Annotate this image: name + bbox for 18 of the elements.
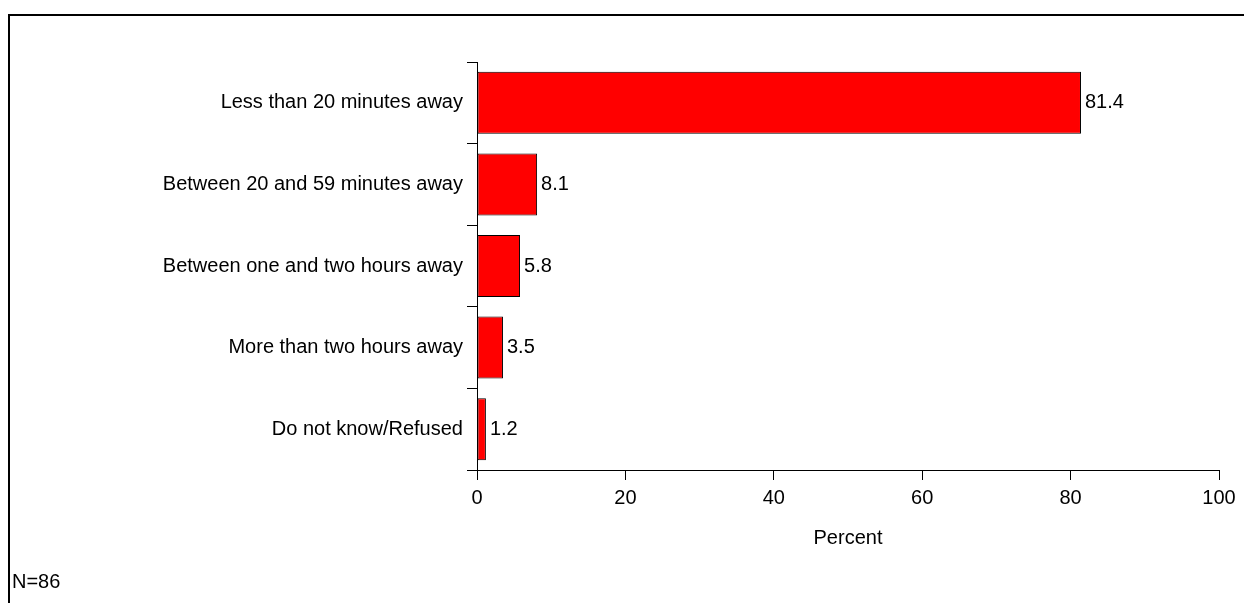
y-tick-label: Between one and two hours away [162, 253, 463, 276]
data-label: 3.5 [506, 335, 535, 358]
x-tick-label: 20 [614, 485, 637, 508]
y-tick-label: Between 20 and 59 minutes away [162, 171, 463, 194]
x-tick-label: 100 [1202, 485, 1236, 508]
text: N=86 [12, 570, 61, 592]
y-tick-label: Less than 20 minutes away [220, 90, 463, 113]
x-axis-title: Percent [813, 525, 883, 548]
x-tick-label: 0 [471, 485, 483, 508]
x-tick-label: 80 [1059, 485, 1082, 508]
y-tick-label: More than two hours away [228, 335, 463, 358]
x-tick-label: 40 [762, 485, 785, 508]
x-tick-label: 60 [911, 485, 934, 508]
data-label: 5.8 [524, 253, 552, 276]
data-label: 8.1 [541, 171, 569, 194]
data-label: 1.2 [489, 416, 518, 439]
data-label: 81.4 [1084, 90, 1124, 113]
y-tick-label: Do not know/Refused [271, 416, 463, 439]
